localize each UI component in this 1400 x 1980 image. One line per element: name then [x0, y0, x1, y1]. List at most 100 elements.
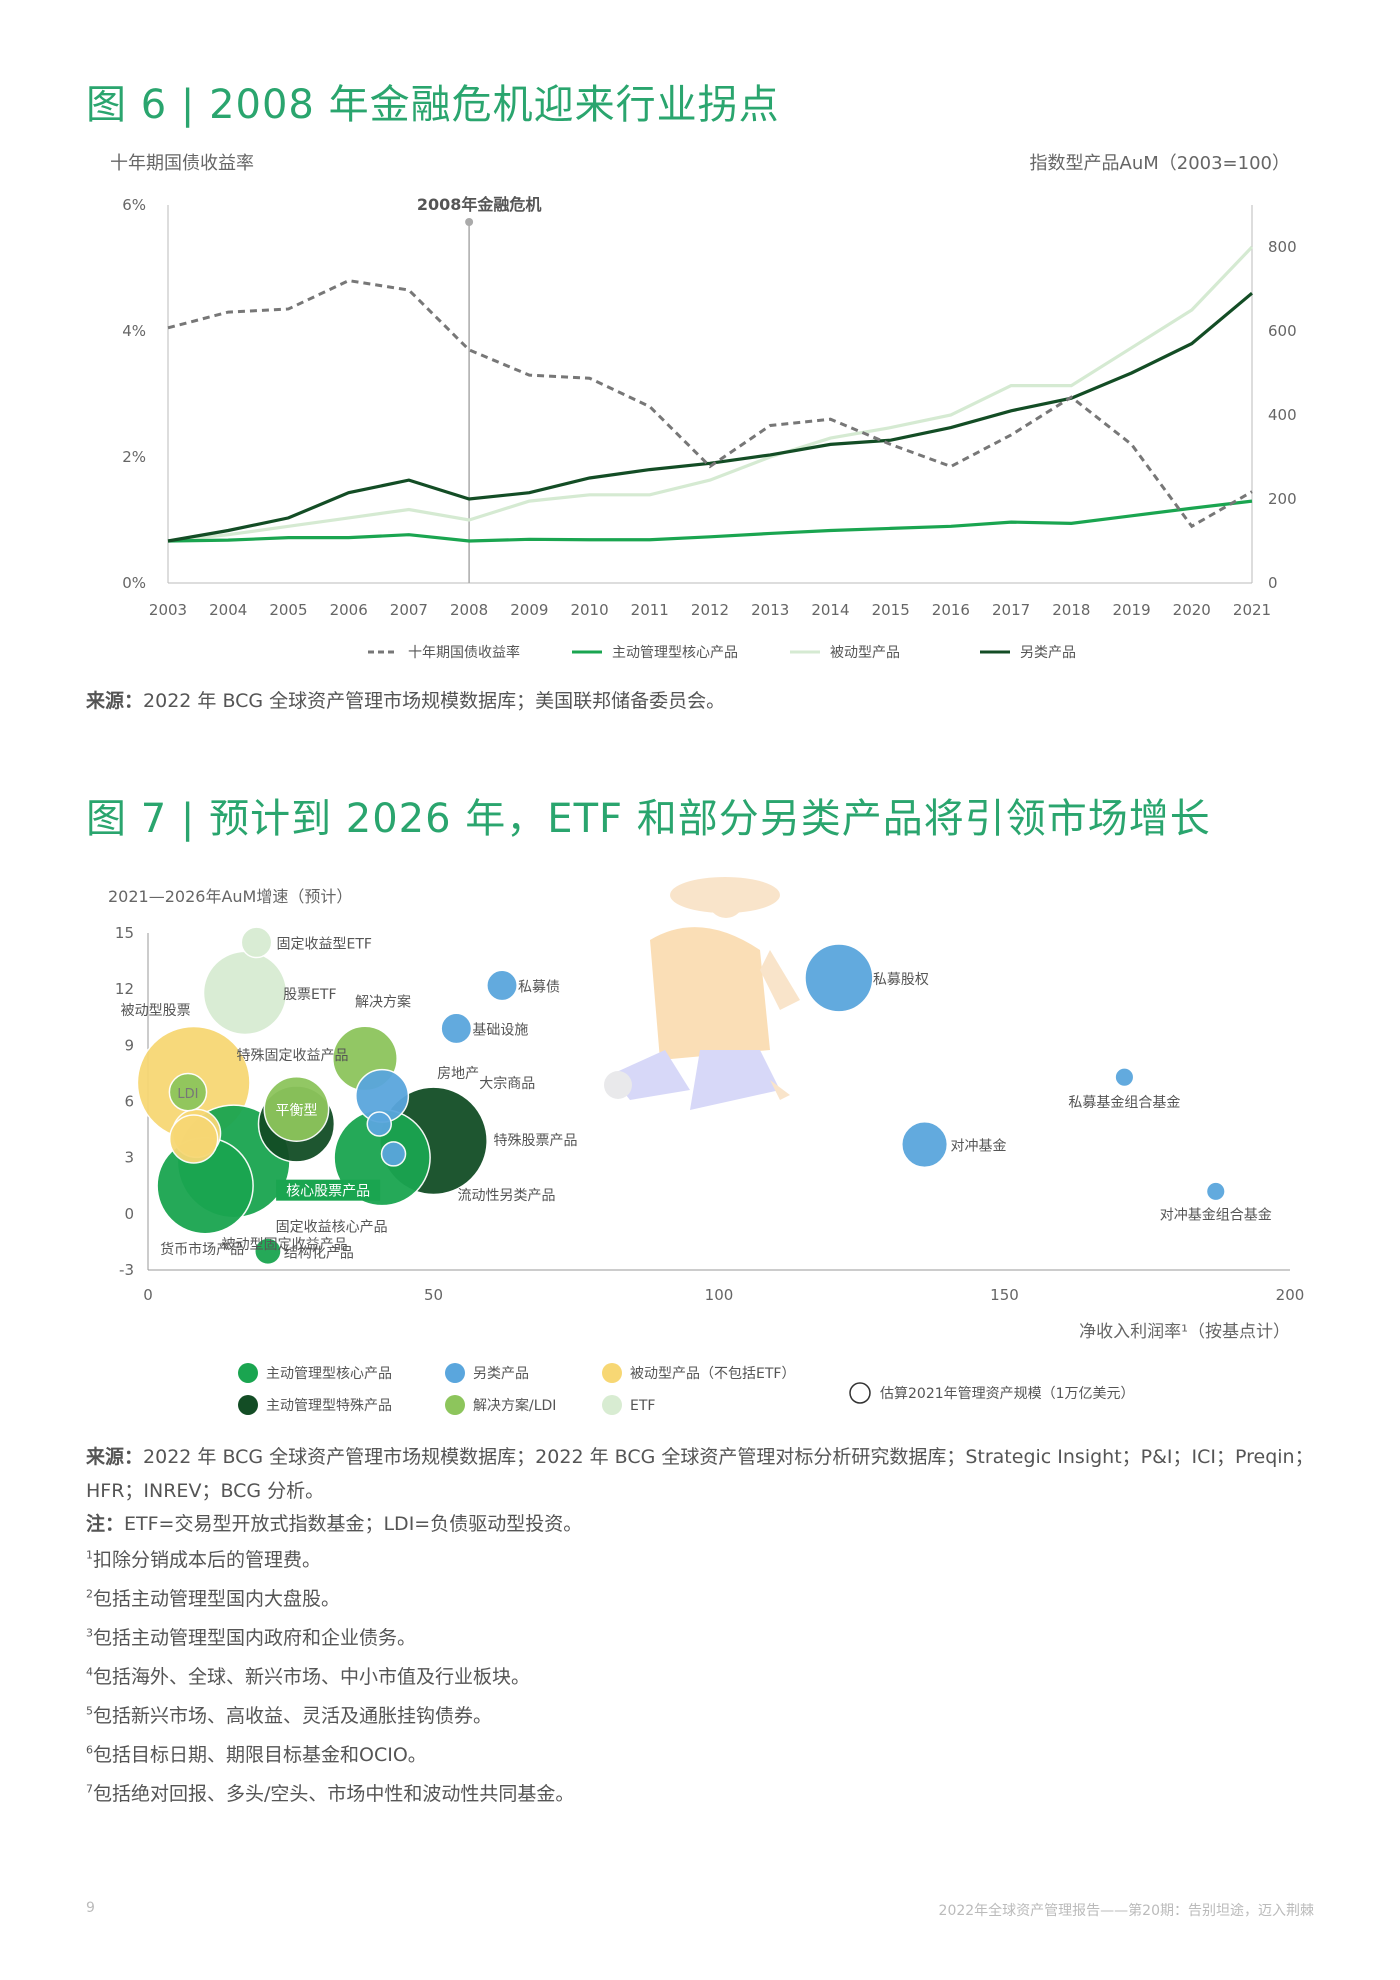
y-tick-label: 6	[124, 1093, 134, 1111]
x-tick-label: 2011	[631, 601, 669, 619]
bubble-label-2: 被动型股票	[121, 1003, 191, 1019]
bubble-0	[240, 926, 273, 959]
footnote-text: 包括新兴市场、高收益、灵活及通胀挂钩债券。	[93, 1705, 493, 1727]
footnote-text: 包括主动管理型国内政府和企业债务。	[93, 1627, 417, 1649]
footnote-5: 5包括新兴市场、高收益、灵活及通胀挂钩债券。	[86, 1701, 492, 1728]
left-tick-label: 2%	[122, 448, 146, 466]
right-tick-label: 200	[1268, 490, 1297, 508]
bubble-label-20: 私募基金组合基金	[1068, 1094, 1180, 1111]
right-tick-label: 800	[1268, 238, 1297, 256]
bubble-16	[168, 1114, 219, 1164]
x-tick-label: 2009	[510, 601, 548, 619]
x-tick-label: 0	[143, 1286, 153, 1304]
legend-swatch	[602, 1363, 622, 1383]
runner-illustration-icon	[604, 877, 800, 1110]
bubble-1	[202, 950, 288, 1036]
bubble-label-10: 房地产	[437, 1066, 479, 1082]
legend-swatch	[238, 1363, 258, 1383]
chart-axes: 0% 2% 4% 6% 0 200 400 600 800 2003 2004 2005 2006 200…	[122, 195, 1296, 619]
bubble-label-19: 私募股权	[873, 972, 929, 988]
x-tick-label: 2003	[149, 601, 187, 619]
bubble-label-7: 平衡型	[275, 1103, 317, 1119]
bubble-8	[486, 969, 518, 1002]
x-tick-label: 2004	[209, 601, 247, 619]
footnote-number: 1	[86, 1548, 93, 1562]
bubble-7	[263, 1076, 330, 1142]
footnote-number: 3	[86, 1626, 93, 1640]
x-tick-label: 200	[1276, 1286, 1305, 1304]
annotation-label: 2008年金融危机	[417, 195, 542, 214]
legend-label: 被动型产品（不包括ETF）	[630, 1366, 795, 1382]
figure7-source: 来源：2022 年 BCG 全球资产管理市场规模数据库；2022 年 BCG 全…	[86, 1440, 1336, 1508]
x-tick-label: 2007	[390, 601, 428, 619]
bubble-label-15: 固定收益核心产品	[276, 1219, 388, 1235]
footnote-number: 2	[86, 1587, 93, 1601]
legend-label: 解决方案/LDI	[473, 1397, 556, 1414]
size-legend-circle	[849, 1382, 871, 1404]
bubble-21	[901, 1121, 949, 1169]
chart-legend: 十年期国债收益率 主动管理型核心产品 被动型产品 另类产品	[368, 644, 1076, 661]
figure6-title: 图 6 | 2008 年金融危机迎来行业拐点	[86, 82, 780, 128]
y-tick-label: 0	[124, 1205, 134, 1223]
x-tick-label: 2008	[450, 601, 488, 619]
figure7-note: 注：ETF=交易型开放式指数基金；LDI=负债驱动型投资。	[86, 1507, 582, 1541]
x-tick-label: 2018	[1052, 601, 1090, 619]
source-label: 来源：	[86, 1446, 144, 1468]
x-tick-label: 2014	[811, 601, 849, 619]
bubble-label-5: 解决方案	[355, 993, 411, 1010]
bubble-label-11: 大宗商品	[479, 1076, 535, 1092]
source-label: 来源：	[86, 690, 144, 712]
chart-legend: 主动管理型核心产品 另类产品 被动型产品（不包括ETF） 主动管理型特殊产品 解决方案/…	[238, 1363, 795, 1415]
bubble-label-22: 对冲基金组合基金	[1160, 1206, 1272, 1223]
line-chart: 十年期国债收益率 指数型产品AuM（2003=100） 0% 2% 4% 6% 0 200…	[110, 153, 1297, 661]
bubble-label-16: 被动型固定收益产品	[222, 1237, 348, 1253]
bubble-20	[1114, 1067, 1135, 1088]
x-tick-label: 150	[990, 1286, 1019, 1304]
footnote-number: 7	[86, 1782, 93, 1796]
legend-label: 十年期国债收益率	[408, 644, 520, 661]
bubble-label-8: 私募债	[518, 979, 560, 995]
x-tick-label: 2021	[1233, 601, 1271, 619]
bubble-9	[440, 1012, 473, 1045]
legend-label: 被动型产品	[830, 645, 900, 661]
series-line-2	[167, 245, 1254, 543]
bubble-label-3: LDI	[177, 1087, 198, 1102]
bubble-label-9: 基础设施	[472, 1021, 528, 1038]
bubble-label-17: 货币市场产品	[160, 1241, 244, 1258]
series-line-1	[167, 499, 1253, 543]
footnote-text: 包括海外、全球、新兴市场、中小市值及行业板块。	[93, 1666, 531, 1688]
left-tick-label: 4%	[122, 322, 146, 340]
figure6-source: 来源：2022 年 BCG 全球资产管理市场规模数据库；美国联邦储备委员会。	[86, 684, 725, 718]
source-text: 2022 年 BCG 全球资产管理市场规模数据库；美国联邦储备委员会。	[143, 690, 726, 712]
bubble-label-21: 对冲基金	[951, 1138, 1007, 1155]
y-tick-label: 3	[124, 1149, 134, 1167]
legend-swatch	[445, 1363, 465, 1383]
bubble-18	[254, 1237, 282, 1266]
report-title: 2022年全球资产管理报告——第20期：告别坦途，迈入荆棘	[938, 1903, 1314, 1919]
right-tick-label: 400	[1268, 406, 1297, 424]
source-text: 2022 年 BCG 全球资产管理市场规模数据库；2022 年 BCG 全球资产…	[86, 1446, 1314, 1502]
chart-series	[167, 245, 1254, 543]
bubble-label-14: 流动性另类产品	[458, 1188, 556, 1204]
left-axis-title: 十年期国债收益率	[110, 153, 254, 174]
chart-bubbles	[136, 926, 1226, 1266]
legend-label: 另类产品	[1020, 645, 1076, 661]
legend-label: 主动管理型特殊产品	[266, 1398, 392, 1414]
bubble-11	[366, 1111, 393, 1137]
footnote-3: 3包括主动管理型国内政府和企业债务。	[86, 1623, 416, 1650]
page-number: 9	[86, 1900, 95, 1916]
footnote-1: 1扣除分销成本后的管理费。	[86, 1545, 321, 1572]
bubble-14	[380, 1141, 407, 1167]
footnote-7: 7包括绝对回报、多头/空头、市场中性和波动性共同基金。	[86, 1779, 574, 1806]
x-tick-label: 2005	[269, 601, 307, 619]
footnote-number: 5	[86, 1704, 93, 1718]
x-tick-label: 2010	[570, 601, 608, 619]
x-tick-label: 2019	[1112, 601, 1150, 619]
right-tick-label: 0	[1268, 574, 1278, 592]
bubble-label-0: 固定收益型ETF	[276, 936, 371, 952]
left-tick-label: 6%	[122, 196, 146, 214]
x-tick-label: 2013	[751, 601, 789, 619]
figure7-title: 图 7 | 预计到 2026 年，ETF 和部分另类产品将引领市场增长	[86, 796, 1211, 842]
x-tick-label: 2006	[330, 601, 368, 619]
